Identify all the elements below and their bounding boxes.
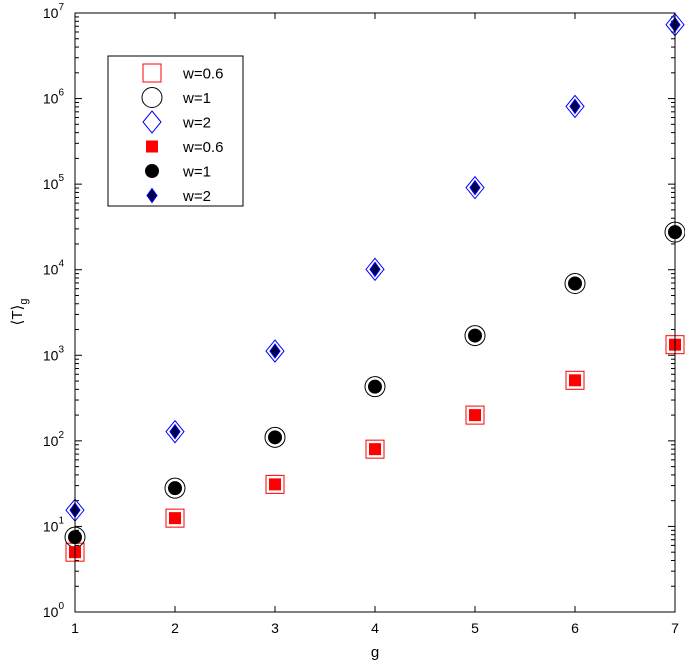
y-tick-base: 10 (43, 604, 59, 620)
y-axis-label: ⟨T⟩g (9, 299, 30, 326)
y-tick-base: 10 (43, 91, 59, 107)
y-tick-exponent: 4 (58, 259, 64, 270)
series-circle-filled (68, 225, 682, 545)
legend-label: w=2 (182, 115, 211, 132)
legend-box (107, 55, 244, 207)
x-tick-label: 6 (571, 620, 579, 636)
legend-label: w=2 (182, 188, 211, 205)
data-point-circle-filled (568, 276, 582, 291)
y-axis-label-subscript: g (18, 299, 30, 305)
data-point-square-open (365, 439, 385, 459)
y-tick-base: 10 (43, 262, 59, 278)
y-tick-label: 101 (43, 515, 65, 534)
data-point-diamond-filled (269, 343, 281, 359)
legend: w=0.6 w=1 w=2 w=0.6 w=1 w=2 (107, 55, 244, 207)
series-diamond-filled (69, 16, 681, 519)
data-point-circle-filled (368, 379, 382, 394)
data-point-circle-open (164, 477, 186, 499)
y-tick-base: 10 (43, 176, 59, 192)
y-tick-label: 106 (43, 88, 65, 107)
legend-marker-square-open (142, 63, 162, 83)
y-tick-label: 103 (43, 344, 65, 363)
y-tick-exponent: 0 (58, 601, 64, 612)
data-point-circle-filled (268, 430, 282, 445)
y-tick-base: 10 (43, 5, 59, 21)
legend-marker-diamond-filled (146, 187, 158, 204)
legend-label: w=0.6 (182, 139, 223, 156)
data-point-square-filled (169, 512, 181, 525)
legend-label: w=0.6 (182, 66, 223, 83)
data-point-square-open (465, 405, 485, 425)
x-tick-label: 5 (471, 620, 479, 636)
data-point-diamond-filled (369, 261, 381, 278)
x-tick-label: 3 (271, 620, 279, 636)
y-tick-label: 107 (43, 2, 65, 21)
y-tick-exponent: 6 (58, 88, 64, 99)
data-point-circle-filled (468, 328, 482, 343)
y-tick-base: 10 (43, 518, 59, 534)
legend-marker-circle-open (141, 87, 163, 108)
data-point-square-open (265, 474, 285, 494)
data-point-circle-open (264, 426, 286, 448)
x-tick-label: 7 (671, 620, 679, 636)
legend-label: w=1 (182, 90, 211, 107)
legend-marker-square-filled (146, 140, 158, 153)
data-point-diamond-filled (469, 179, 481, 196)
x-axis-label: g (371, 644, 379, 661)
x-tick-label: 4 (371, 620, 379, 636)
data-point-diamond-open (465, 175, 485, 200)
y-tick-label: 105 (43, 173, 65, 192)
y-axis-label-main: ⟨T⟩ (9, 305, 26, 326)
data-point-square-filled (469, 409, 481, 422)
data-point-diamond-open (565, 94, 585, 119)
data-point-square-open (565, 370, 585, 390)
plot-area-frame (74, 12, 676, 613)
data-point-circle-open (564, 273, 586, 295)
y-tick-exponent: 3 (58, 344, 64, 355)
legend-marker-diamond-open (142, 110, 162, 134)
legend-label: w=1 (182, 164, 211, 181)
y-tick-exponent: 5 (58, 173, 64, 184)
data-point-square-filled (269, 478, 281, 491)
x-tick-label: 2 (171, 620, 179, 636)
y-tick-label: 104 (43, 259, 65, 278)
y-tick-base: 10 (43, 433, 59, 449)
x-tick-label: 1 (71, 620, 79, 636)
y-tick-exponent: 2 (58, 430, 64, 441)
y-tick-exponent: 1 (58, 515, 64, 526)
y-tick-label: 100 (43, 601, 65, 620)
data-point-diamond-open (265, 339, 285, 363)
data-point-circle-filled (168, 481, 182, 496)
data-point-circle-open (464, 325, 486, 347)
y-tick-label: 102 (43, 430, 65, 449)
y-tick-exponent: 7 (58, 2, 64, 13)
data-point-circle-open (364, 376, 386, 398)
data-point-square-filled (569, 374, 581, 387)
data-point-diamond-filled (169, 423, 181, 440)
y-tick-base: 10 (43, 347, 59, 363)
data-point-diamond-open (165, 419, 185, 444)
data-point-square-open (165, 508, 185, 528)
data-point-square-filled (369, 443, 381, 456)
data-point-diamond-filled (569, 98, 581, 115)
data-point-diamond-open (365, 257, 385, 282)
legend-marker-circle-filled (145, 164, 159, 178)
